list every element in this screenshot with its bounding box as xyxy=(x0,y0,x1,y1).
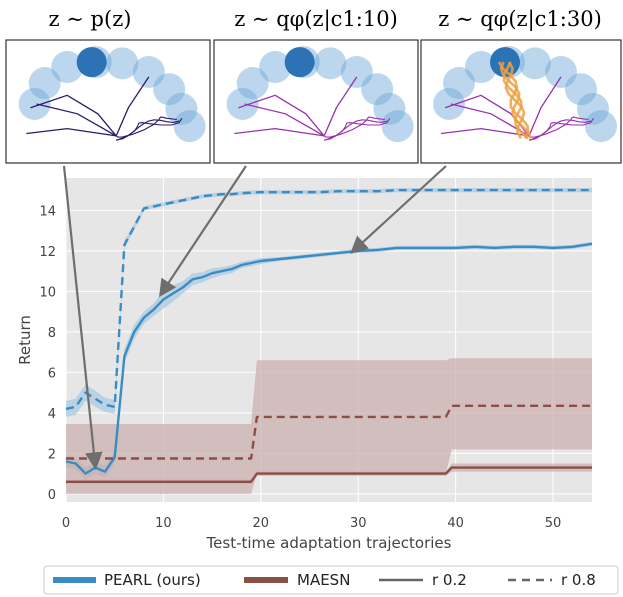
panel-title-posterior-10: z ∼ qφ(z|c1:10) xyxy=(234,7,398,32)
goal-circle xyxy=(565,73,597,106)
legend-label-r08: r 0.8 xyxy=(561,571,596,589)
trajectory xyxy=(30,94,117,137)
y-tick-label: 10 xyxy=(39,285,56,300)
goal-circle xyxy=(236,67,269,100)
panel-content xyxy=(18,46,206,143)
annotation-arrows xyxy=(62,165,447,470)
legend-label-maesn: MAESN xyxy=(297,571,350,589)
y-tick-label: 8 xyxy=(48,326,56,341)
panel-content xyxy=(433,46,617,143)
goal-circle xyxy=(373,92,406,125)
band-maesn-dashed xyxy=(66,358,592,494)
goal-circle xyxy=(577,92,609,125)
y-tick-label: 2 xyxy=(48,447,56,462)
panel-frame xyxy=(213,39,419,164)
goal-circle xyxy=(585,110,617,143)
panel-title-prior: z ∼ p(z) xyxy=(49,7,132,31)
target-goal xyxy=(76,47,107,78)
trajectory-success xyxy=(502,61,529,140)
series-lines xyxy=(65,188,593,483)
annotation-arrow xyxy=(159,165,247,298)
line-maesn-solid xyxy=(66,466,592,483)
y-tick-label: 14 xyxy=(39,204,56,219)
goal-circle xyxy=(165,92,198,125)
trajectory xyxy=(528,117,594,141)
trajectory xyxy=(450,103,530,137)
goal-circle xyxy=(28,67,61,100)
goal-circle xyxy=(173,110,206,143)
trajectory-panel-prior xyxy=(5,39,211,164)
goal-circle xyxy=(433,87,465,120)
trajectory xyxy=(26,127,117,137)
trajectory xyxy=(324,117,391,141)
trajectory xyxy=(528,76,562,137)
y-axis-label: Return xyxy=(16,315,34,365)
y-tick-label: 6 xyxy=(48,366,56,381)
trajectory xyxy=(115,76,150,137)
goal-circle xyxy=(106,47,139,80)
x-tick-label: 0 xyxy=(62,516,70,531)
y-tick-label: 12 xyxy=(39,245,56,260)
legend-label-r02: r 0.2 xyxy=(432,571,467,589)
line-pearl-solid xyxy=(65,242,593,475)
trajectory xyxy=(440,127,530,137)
legend: PEARL (ours) MAESN r 0.2 r 0.8 xyxy=(43,565,619,595)
x-tick-label: 50 xyxy=(545,516,562,531)
goal-circle xyxy=(443,67,475,100)
goal-circle xyxy=(381,110,414,143)
trajectory xyxy=(323,76,358,137)
annotation-arrow xyxy=(350,165,447,254)
target-goal xyxy=(284,47,315,78)
goal-circle xyxy=(51,51,84,84)
goal-circle xyxy=(226,87,259,120)
trajectory xyxy=(116,117,183,141)
goal-circle xyxy=(465,51,497,84)
x-tick-labels: 0 10 20 30 40 50 xyxy=(62,516,561,531)
annotation-arrow xyxy=(62,165,103,470)
goal-circle xyxy=(259,51,292,84)
trajectory xyxy=(238,94,325,137)
trajectory xyxy=(244,103,325,137)
y-tick-label: 4 xyxy=(48,407,56,422)
goal-circle xyxy=(519,47,551,80)
x-tick-label: 20 xyxy=(253,516,270,531)
goal-circle xyxy=(153,73,186,106)
panel-title-posterior-30: z ∼ qφ(z|c1:30) xyxy=(438,7,602,32)
y-tick-labels: 0 2 4 6 8 10 12 14 xyxy=(39,204,56,503)
legend-label-pearl: PEARL (ours) xyxy=(104,571,201,589)
goal-circle xyxy=(18,87,51,120)
legend-box xyxy=(43,565,619,595)
trajectory xyxy=(36,103,117,137)
goal-circle xyxy=(314,47,347,80)
panel-content xyxy=(226,46,414,143)
line-pearl-dashed xyxy=(65,188,592,411)
x-tick-label: 30 xyxy=(350,516,367,531)
goal-circle xyxy=(545,55,577,88)
trajectory-success xyxy=(504,61,526,140)
x-axis-label: Test-time adaptation trajectories xyxy=(206,534,452,552)
y-tick-label: 0 xyxy=(48,488,56,503)
goal-circle xyxy=(132,55,165,88)
trajectory-panel-posterior-30 xyxy=(420,39,622,164)
x-tick-label: 40 xyxy=(447,516,464,531)
goal-circle xyxy=(361,73,394,106)
x-tick-label: 10 xyxy=(155,516,172,531)
return-plot: 0 10 20 30 40 50 0 2 4 6 8 10 12 14 Test-time adapta… xyxy=(16,178,593,552)
trajectory xyxy=(234,127,325,137)
trajectory-panel-posterior-10 xyxy=(213,39,419,164)
panel-frame xyxy=(5,39,211,164)
goal-circle xyxy=(340,55,373,88)
